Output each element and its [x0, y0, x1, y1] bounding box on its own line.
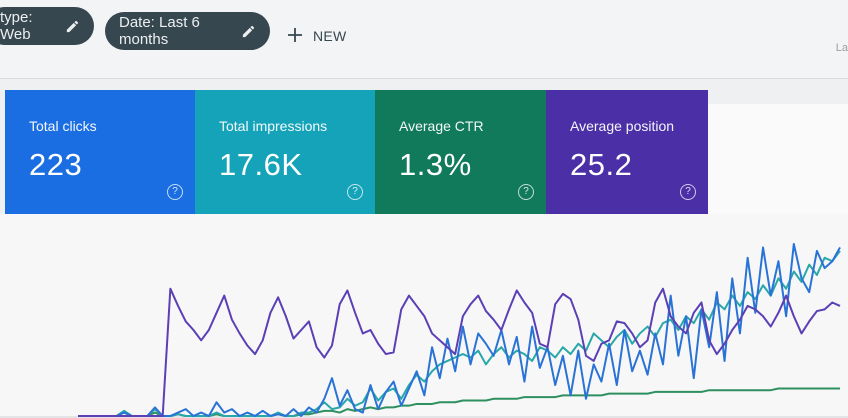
- help-circle-icon[interactable]: ?: [680, 184, 696, 200]
- help-circle-icon[interactable]: ?: [518, 184, 534, 200]
- metric-card-average-ctr[interactable]: Average CTR 1.3% ?: [375, 90, 546, 214]
- metric-card-total-impressions[interactable]: Total impressions 17.6K ?: [195, 90, 375, 214]
- plus-icon: [287, 27, 303, 46]
- metric-label: Average CTR: [399, 118, 484, 134]
- metric-label: Average position: [570, 118, 675, 134]
- metric-value: 25.2: [570, 147, 633, 182]
- new-filter-button[interactable]: NEW: [287, 24, 347, 48]
- metric-value: 1.3%: [399, 147, 472, 182]
- metric-card-total-clicks[interactable]: Total clicks 223 ?: [5, 90, 195, 214]
- metric-value: 17.6K: [219, 147, 303, 182]
- metric-label: Total clicks: [29, 118, 97, 134]
- date-range-filter-label: Date: Last 6 months: [119, 14, 200, 48]
- search-type-filter-chip[interactable]: type: Web: [0, 7, 94, 45]
- edit-pencil-icon[interactable]: [65, 19, 80, 34]
- edit-pencil-icon[interactable]: [241, 24, 256, 39]
- metric-card-average-position[interactable]: Average position 25.2 ?: [546, 90, 708, 214]
- help-circle-icon[interactable]: ?: [167, 184, 183, 200]
- metric-label: Total impressions: [219, 118, 328, 134]
- metric-value: 223: [29, 147, 83, 182]
- chart-series-line: [78, 387, 840, 417]
- performance-line-chart: [0, 243, 848, 418]
- new-filter-label: NEW: [313, 28, 347, 44]
- truncated-corner-label: La: [835, 42, 848, 54]
- empty-card-area: [708, 104, 848, 214]
- help-circle-icon[interactable]: ?: [347, 184, 363, 200]
- filter-bar: type: Web Date: Last 6 months NEW La: [0, 0, 848, 79]
- chart-series-line: [78, 250, 841, 417]
- search-type-filter-label: type: Web: [0, 9, 33, 43]
- date-range-filter-chip[interactable]: Date: Last 6 months: [105, 12, 270, 50]
- chart-series-line: [78, 243, 841, 417]
- chart-series-line: [78, 287, 841, 417]
